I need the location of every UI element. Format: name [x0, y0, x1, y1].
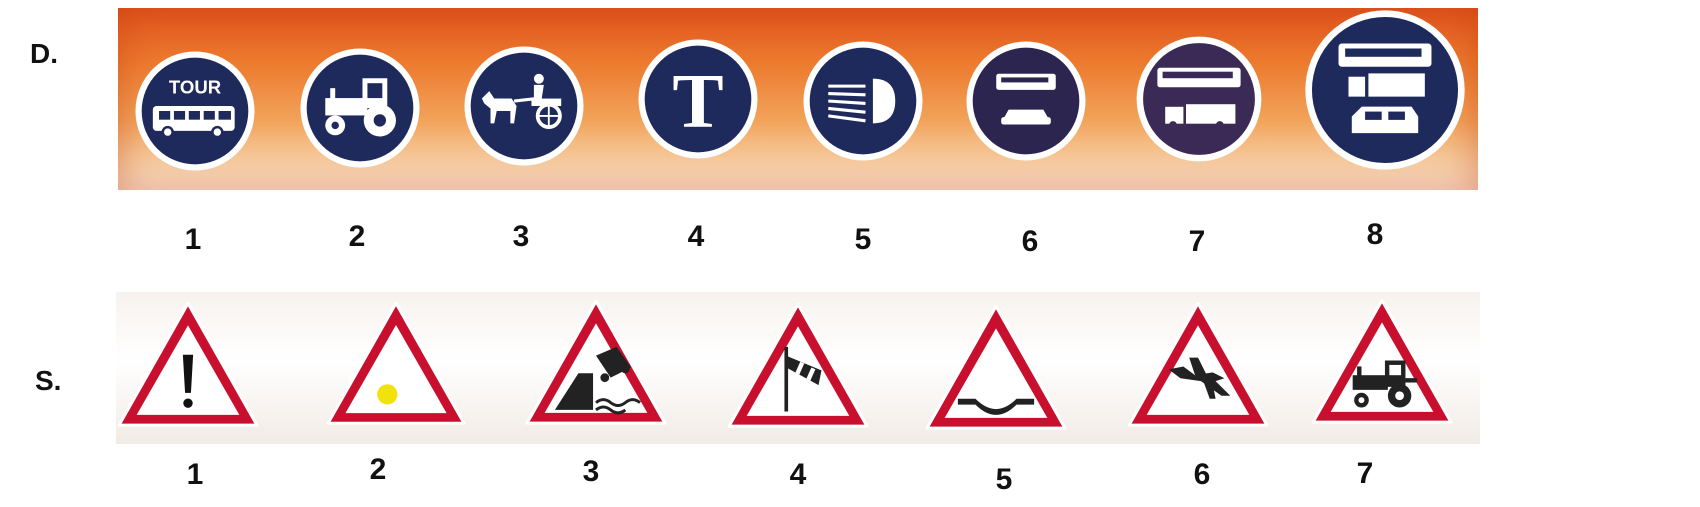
tour-bus-icon: TOUR: [135, 51, 255, 171]
horse-cart-icon: [464, 46, 584, 166]
sign-d-5: [801, 39, 925, 163]
sign-s-2: [322, 299, 470, 429]
row-letter-d: D.: [30, 38, 58, 69]
sign-s-3: [522, 297, 670, 429]
sign-s-6: [1124, 299, 1272, 431]
sign-number-s-1: 1: [186, 458, 204, 491]
bus-and-truck-icon: [1136, 36, 1262, 162]
headlight-icon: [803, 41, 923, 161]
sign-d-1: TOUR: [133, 49, 257, 173]
sign-number-s-2: 2: [369, 453, 387, 486]
low-flying-aircraft-icon: [1127, 301, 1269, 427]
letter-t-icon: T: [638, 39, 758, 159]
exclamation-icon: [117, 301, 259, 427]
bus-truck-van-icon: [1305, 10, 1465, 170]
sign-number-s-3: 3: [582, 455, 600, 488]
sign-s-5: [922, 302, 1070, 434]
sign-d-2: [298, 46, 422, 170]
sign-number-s-6: 6: [1193, 458, 1211, 491]
sign-s-4: [724, 300, 872, 432]
t-sign-label: T: [672, 58, 723, 143]
road-dip-icon: [925, 304, 1067, 430]
sign-number-d-3: 3: [512, 220, 530, 253]
tour-sign-label: TOUR: [169, 77, 222, 98]
sign-number-d-6: 6: [1021, 225, 1039, 258]
sign-number-d-2: 2: [348, 220, 366, 253]
car-falling-quay-icon: [525, 299, 667, 425]
sign-d-3: [462, 44, 586, 168]
sign-number-s-4: 4: [789, 458, 807, 491]
sign-d-8: [1302, 7, 1468, 173]
bus-and-car-icon: [966, 41, 1086, 161]
yellow-light-icon: [326, 301, 466, 425]
windsock-icon: [727, 302, 869, 428]
tractor-icon: [1311, 298, 1453, 424]
sign-number-d-8: 8: [1366, 218, 1384, 251]
tractor-icon: [300, 48, 420, 168]
sign-number-d-1: 1: [184, 223, 202, 256]
row-letter-s: S.: [35, 365, 62, 396]
sign-s-7: [1308, 296, 1456, 428]
sign-number-s-5: 5: [995, 463, 1013, 496]
sign-number-s-7: 7: [1356, 457, 1374, 490]
sign-number-d-5: 5: [854, 223, 872, 256]
sign-d-7: [1134, 34, 1264, 164]
sign-d-6: [964, 39, 1088, 163]
sign-s-1: [114, 299, 262, 431]
sign-d-4: T: [636, 37, 760, 161]
sign-number-d-7: 7: [1188, 225, 1206, 258]
sign-number-d-4: 4: [687, 220, 705, 253]
